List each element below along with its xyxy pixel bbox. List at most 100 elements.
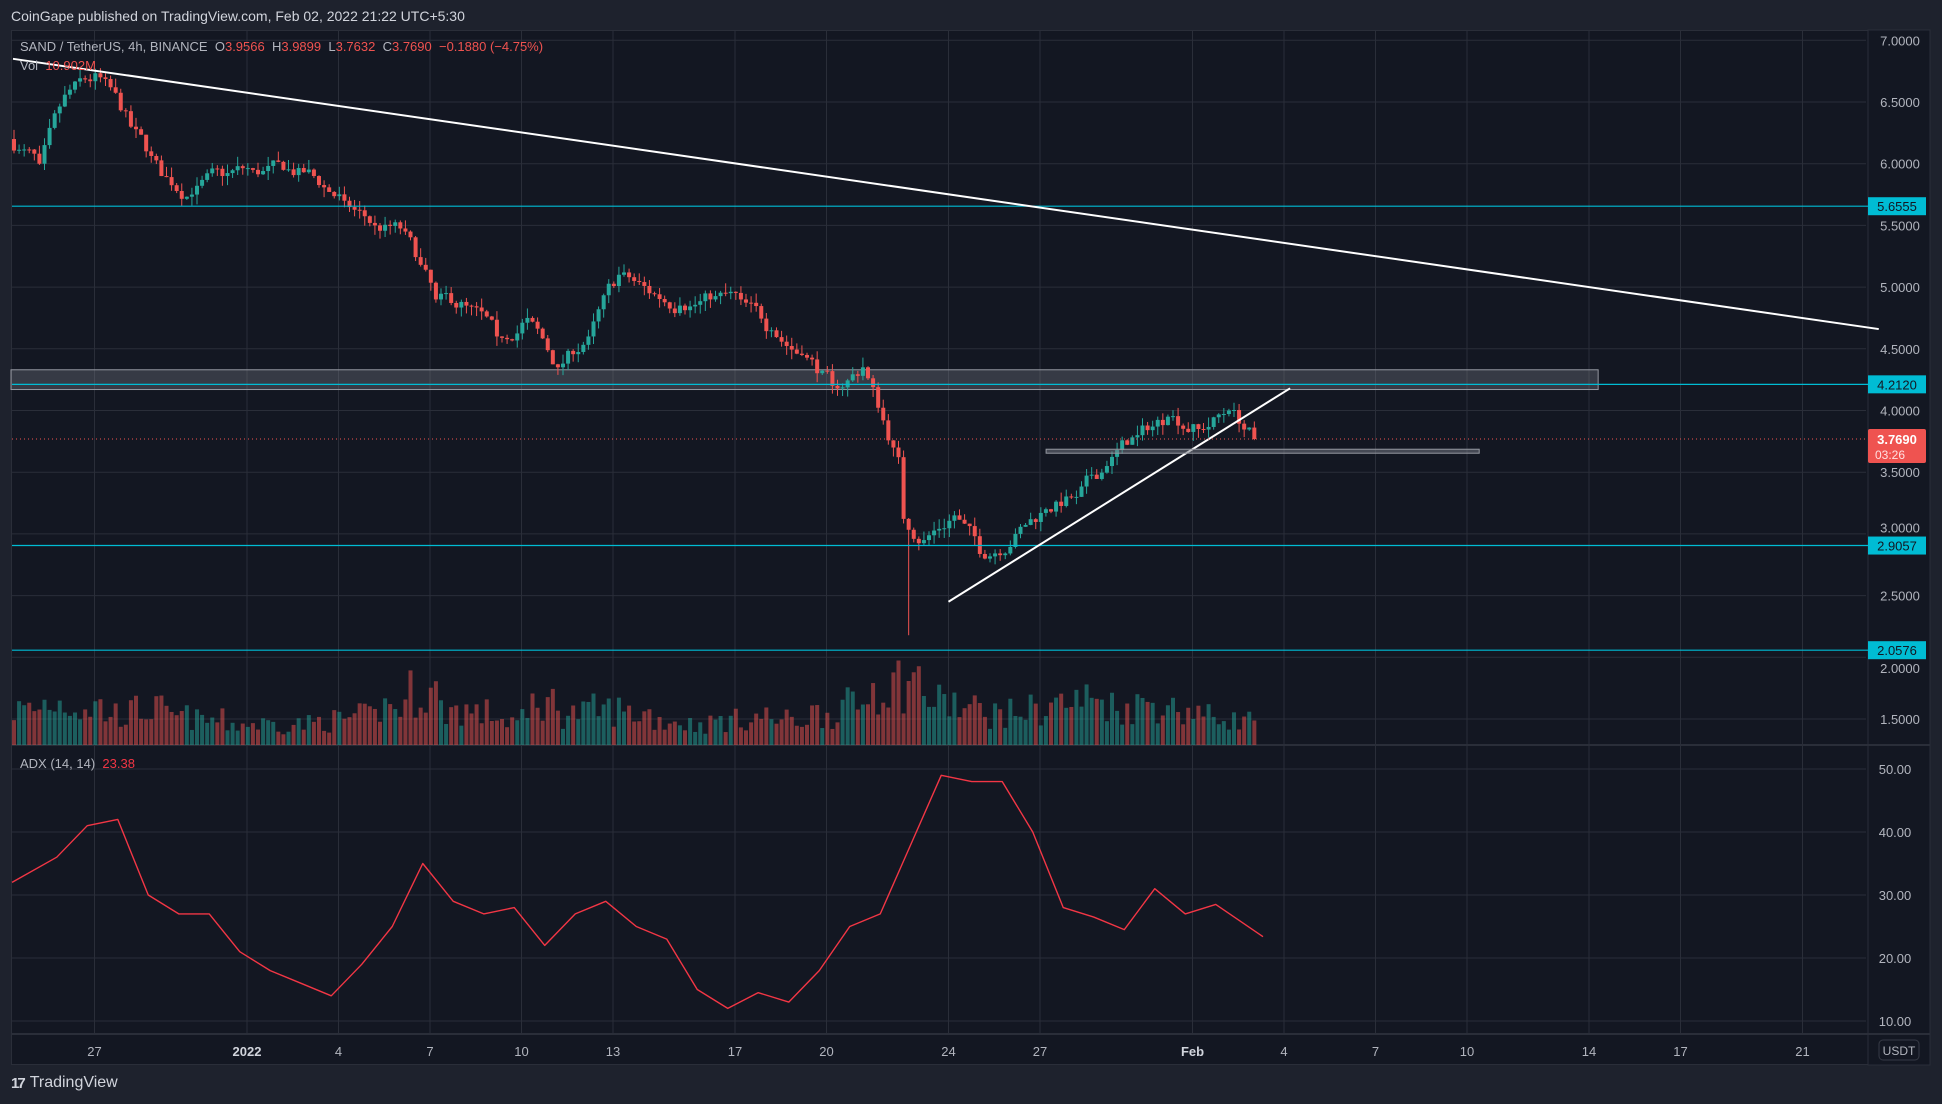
current-price-label: 3.7690 — [1877, 432, 1917, 447]
level-price-label: 4.2120 — [1877, 377, 1917, 392]
candle-body — [896, 447, 901, 458]
descending-trendline — [12, 57, 1879, 331]
candle-body — [586, 336, 591, 345]
volume-bar — [1094, 698, 1099, 745]
candle-body — [281, 161, 286, 170]
candle-body — [134, 126, 138, 130]
adx-label: ADX (14, 14) — [20, 756, 96, 771]
volume-bar — [352, 713, 357, 745]
volume-bar — [22, 705, 27, 745]
candle-body — [566, 350, 571, 364]
price-tick-label: 6.0000 — [1880, 157, 1920, 172]
candle-body — [342, 194, 347, 201]
volume-bar — [810, 705, 815, 745]
volume-bar — [205, 722, 210, 745]
volume-bar — [871, 683, 876, 745]
volume-bar — [672, 721, 677, 745]
candle-body — [459, 301, 464, 308]
candle-body — [652, 293, 657, 295]
candle-body — [1033, 519, 1038, 522]
volume-bar — [728, 715, 733, 745]
candle-body — [1028, 519, 1033, 525]
date-tick-label: 4 — [335, 1044, 342, 1059]
candle-body — [1221, 414, 1226, 416]
volume-bar — [78, 719, 83, 745]
volume-bar — [876, 714, 881, 745]
volume-bar — [611, 726, 616, 745]
candle-body — [418, 257, 423, 265]
candle-body — [47, 127, 52, 146]
price-tick-label: 2.0000 — [1880, 661, 1920, 676]
volume-bar — [779, 719, 784, 745]
candle-body — [932, 530, 937, 536]
candle-body — [942, 528, 947, 530]
candle-body — [606, 283, 611, 296]
candle-body — [352, 207, 357, 210]
candle-body — [1130, 437, 1135, 445]
candle-body — [784, 341, 789, 347]
volume-bar — [1140, 697, 1145, 745]
volume-bar — [850, 691, 855, 745]
volume-bar — [1033, 703, 1038, 745]
volume-bar — [1054, 697, 1059, 745]
candle-body — [1084, 475, 1089, 487]
volume-bar — [372, 708, 377, 745]
volume-bar — [12, 720, 16, 745]
candle-body — [860, 367, 865, 376]
candle-body — [642, 282, 647, 286]
level-price-tag — [1868, 197, 1926, 216]
price-tick-label: 5.0000 — [1880, 280, 1920, 295]
volume-bar — [1196, 705, 1201, 745]
volume-bar — [921, 696, 926, 745]
candle-body — [515, 333, 520, 341]
candle-body — [271, 160, 276, 166]
volume-bar — [1099, 699, 1104, 745]
date-tick-label: 13 — [606, 1044, 620, 1059]
candle-body — [1003, 553, 1008, 556]
candle-body — [794, 349, 799, 354]
volume-bar — [276, 731, 281, 745]
volume-bar — [27, 702, 32, 745]
candle-body — [1089, 474, 1094, 476]
volume-bar — [952, 692, 957, 745]
candle-body — [1125, 440, 1130, 445]
open-value: 3.9566 — [224, 39, 265, 54]
candle-body — [825, 370, 830, 372]
volume-bar — [154, 696, 159, 745]
candle-body — [433, 282, 438, 300]
candle-body — [835, 385, 840, 389]
volume-bar — [1130, 724, 1135, 745]
volume-bar — [62, 712, 67, 745]
volume-bar — [1043, 716, 1048, 745]
date-tick-label: 27 — [87, 1044, 101, 1059]
volume-bar — [164, 705, 169, 745]
candle-body — [159, 160, 164, 177]
volume-bar — [713, 719, 718, 745]
candle-body — [982, 553, 987, 559]
candle-body — [850, 374, 855, 381]
volume-bar — [439, 700, 443, 745]
volume-bar — [896, 660, 901, 745]
candle-body — [444, 293, 449, 295]
candle-body — [1023, 524, 1028, 527]
volume-bar — [855, 709, 860, 745]
date-tick-label: 14 — [1582, 1044, 1596, 1059]
candle-body — [78, 78, 83, 82]
volume-bar — [179, 711, 184, 745]
volume-bar — [93, 701, 98, 745]
candle-body — [967, 523, 972, 527]
candle-body — [469, 305, 474, 307]
volume-bar — [1110, 692, 1114, 745]
candle-body — [296, 168, 301, 176]
volume-bar — [271, 721, 276, 745]
volume-bar — [744, 730, 748, 745]
volume-bar — [789, 716, 794, 745]
volume-bar — [1079, 706, 1084, 745]
tradingview-logo[interactable]: 17 TradingView — [11, 1074, 118, 1092]
volume-bar — [428, 687, 433, 745]
volume-bar — [698, 722, 703, 745]
candle-body — [927, 535, 931, 541]
candle-body — [789, 346, 794, 350]
chart-frame[interactable] — [11, 30, 1930, 1065]
